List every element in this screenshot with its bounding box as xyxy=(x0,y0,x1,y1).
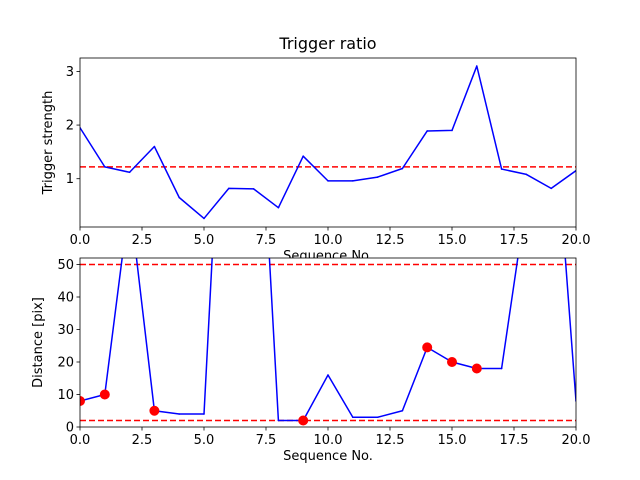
series-vertex xyxy=(401,167,404,170)
series-vertex xyxy=(277,419,280,422)
x-tick-label: 12.5 xyxy=(376,433,405,448)
series-vertex xyxy=(128,171,131,174)
y-tick-label: 3 xyxy=(66,65,74,80)
x-tick-label: 0.0 xyxy=(70,233,91,248)
series-vertex xyxy=(302,155,305,157)
y-tick-label: 30 xyxy=(57,323,74,338)
series-vertex xyxy=(352,416,354,419)
series-vertex xyxy=(228,187,230,190)
panel-trigger-ratio: 0.0 2.5 5.0 7.5 10.0 12.5 15.0 17.5 20.0123Seque… xyxy=(41,34,590,264)
x-tick-label: 7.5 xyxy=(256,233,277,248)
x-tick-label: 12.5 xyxy=(376,233,405,248)
series-vertex xyxy=(327,374,329,376)
plot-area xyxy=(80,58,576,227)
series-vertex xyxy=(476,65,478,67)
data-point-marker xyxy=(447,357,457,367)
x-tick-label: 20.0 xyxy=(562,233,591,248)
series-vertex xyxy=(451,129,453,132)
x-tick-label: 17.5 xyxy=(500,233,529,248)
y-tick-label: 40 xyxy=(57,291,74,306)
series-vertex xyxy=(178,413,180,415)
series-vertex xyxy=(327,180,329,182)
x-tick-label: 5.0 xyxy=(194,433,215,448)
y-tick-label: 1 xyxy=(66,172,74,187)
data-point-marker xyxy=(149,405,160,416)
data-point-marker xyxy=(99,389,110,400)
y-tick-label: 50 xyxy=(57,258,74,273)
x-tick-label: 20.0 xyxy=(562,433,591,448)
x-tick-label: 2.5 xyxy=(132,233,153,248)
series-vertex xyxy=(352,180,354,182)
x-tick-label: 17.5 xyxy=(500,433,529,448)
y-axis-label: Distance [pix] xyxy=(31,297,46,388)
series-vertex xyxy=(203,217,205,220)
x-tick-label: 15.0 xyxy=(438,433,467,448)
x-tick-label: 5.0 xyxy=(194,233,215,248)
data-point-marker xyxy=(80,396,85,406)
series-vertex xyxy=(104,166,106,168)
x-tick-label: 2.5 xyxy=(132,433,153,448)
y-tick-label: 10 xyxy=(57,388,74,403)
series-vertex xyxy=(376,416,379,419)
series-vertex xyxy=(153,145,156,148)
data-point-marker xyxy=(422,342,433,353)
series-vertex xyxy=(277,206,280,209)
plot-content xyxy=(80,65,576,220)
x-tick-label: 10.0 xyxy=(314,233,343,248)
x-tick-label: 0.0 xyxy=(70,433,91,448)
panel-distance: 0.0 2.5 5.0 7.5 10.0 12.5 15.0 17.5 20.0 0 10 20 30 4… xyxy=(31,257,591,464)
series-vertex xyxy=(525,173,528,176)
series-vertex xyxy=(252,188,255,190)
series-vertex xyxy=(500,168,503,170)
series-vertex xyxy=(426,130,429,132)
y-axis-label: Trigger strength xyxy=(41,91,56,196)
x-tick-label: 10.0 xyxy=(314,433,343,448)
y-tick-label: 2 xyxy=(66,119,74,134)
chart-title: Trigger ratio xyxy=(278,34,376,53)
series-vertex xyxy=(401,409,404,412)
series-vertex xyxy=(500,367,503,370)
series-vertex xyxy=(203,413,205,415)
plot-area xyxy=(80,258,576,427)
plot-content xyxy=(80,258,576,426)
x-tick-label: 7.5 xyxy=(256,433,277,448)
series-vertex xyxy=(550,187,552,190)
x-tick-label: 15.0 xyxy=(438,233,467,248)
x-axis-label: Sequence No. xyxy=(283,449,373,464)
y-tick-label: 0 xyxy=(66,421,74,436)
data-point-marker xyxy=(298,415,309,426)
series-vertex xyxy=(376,176,379,178)
data-point-marker xyxy=(471,363,482,374)
y-tick-label: 20 xyxy=(57,356,74,371)
series-vertex xyxy=(178,196,180,199)
